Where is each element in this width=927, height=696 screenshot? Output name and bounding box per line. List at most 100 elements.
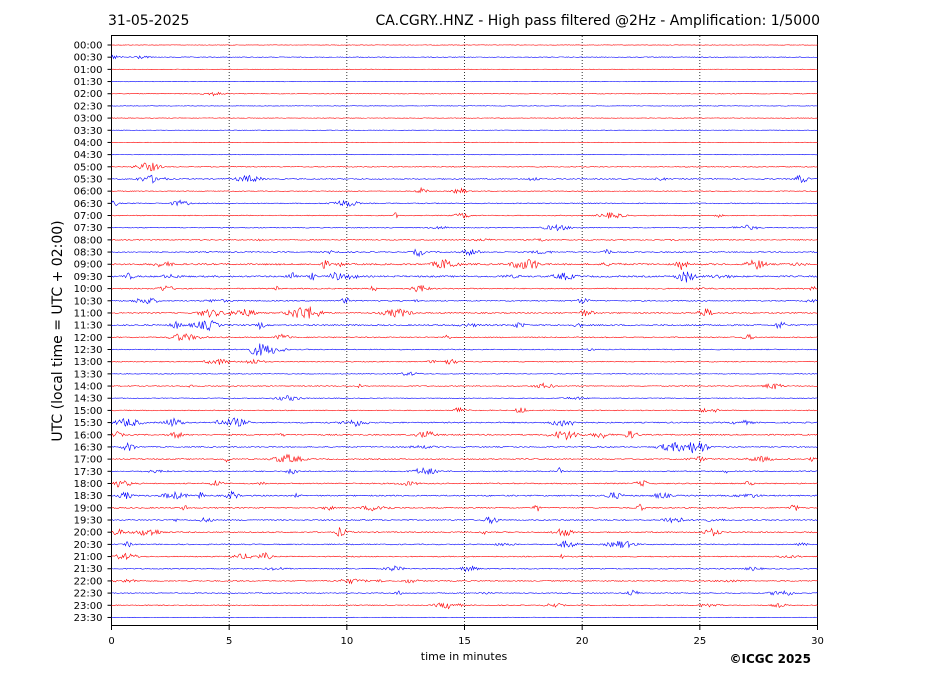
ytick-label: 22:30 (74, 589, 103, 600)
ytick-label: 18:30 (74, 491, 103, 502)
trace-0730 (111, 223, 818, 232)
ytick-label: 23:00 (74, 601, 103, 612)
xtick-label: 20 (576, 636, 589, 647)
trace-0230 (111, 105, 818, 107)
ytick-label: 09:00 (74, 260, 103, 271)
trace-1230 (111, 343, 818, 356)
ytick-label: 06:30 (74, 199, 103, 210)
ytick-label: 08:00 (74, 235, 103, 246)
xtick-label: 0 (108, 636, 114, 647)
trace-2030 (111, 540, 818, 549)
trace-2130 (111, 565, 818, 573)
ytick-label: 13:30 (74, 369, 103, 380)
trace-0430 (111, 154, 818, 156)
trace-2200 (111, 578, 818, 585)
xtick-label: 30 (811, 636, 824, 647)
ytick-label: 09:30 (74, 272, 103, 283)
ytick-label: 05:30 (74, 174, 103, 185)
ytick-label: 17:30 (74, 467, 103, 478)
trace-0500 (111, 162, 818, 172)
trace-0200 (111, 91, 818, 97)
trace-1800 (111, 480, 818, 488)
trace-1930 (111, 516, 818, 525)
trace-0830 (111, 248, 818, 258)
ytick-label: 10:30 (74, 296, 103, 307)
trace-1300 (111, 358, 818, 365)
trace-0100 (111, 68, 818, 70)
ytick-label: 22:00 (74, 576, 103, 587)
ytick-label: 15:30 (74, 418, 103, 429)
xtick-label: 10 (340, 636, 353, 647)
trace-1630 (111, 441, 818, 454)
trace-1900 (111, 503, 818, 512)
ytick-label: 04:00 (74, 138, 103, 149)
trace-0330 (111, 129, 818, 131)
trace-1830 (111, 490, 818, 500)
trace-0800 (111, 237, 818, 242)
ytick-label: 03:30 (74, 126, 103, 137)
ytick-label: 13:00 (74, 357, 103, 368)
trace-1000 (111, 284, 818, 293)
y-axis-label: UTC (local time = UTC + 02:00) (50, 220, 66, 441)
ytick-label: 19:00 (74, 503, 103, 514)
trace-2000 (111, 527, 818, 537)
ytick-label: 21:00 (74, 552, 103, 563)
trace-1200 (111, 333, 818, 341)
trace-2100 (111, 552, 818, 561)
trace-0400 (111, 141, 818, 144)
ytick-label: 01:30 (74, 77, 103, 88)
ytick-label: 15:00 (74, 406, 103, 417)
ytick-label: 16:30 (74, 442, 103, 453)
trace-1600 (111, 430, 818, 441)
ytick-label: 21:30 (74, 564, 103, 575)
trace-2330 (111, 616, 818, 619)
trace-2300 (111, 602, 818, 610)
ytick-label: 00:00 (74, 41, 103, 52)
ytick-label: 14:00 (74, 382, 103, 393)
ytick-label: 08:30 (74, 248, 103, 259)
copyright: ©ICGC 2025 (729, 652, 811, 666)
vertical-gridlines (228, 36, 701, 625)
trace-0030 (111, 54, 818, 60)
trace-1530 (111, 417, 818, 428)
ytick-label: 12:30 (74, 345, 103, 356)
x-axis-ticks: 0 5 10 15 20 25 30 (108, 625, 824, 647)
ytick-label: 11:00 (74, 308, 103, 319)
trace-1730 (111, 466, 818, 475)
xtick-label: 5 (226, 636, 232, 647)
ytick-label: 01:00 (74, 65, 103, 76)
ytick-label: 14:30 (74, 394, 103, 405)
trace-0900 (111, 258, 818, 271)
ytick-label: 00:30 (74, 53, 103, 64)
trace-0300 (111, 117, 818, 119)
trace-0000 (111, 44, 818, 46)
ytick-label: 03:00 (74, 114, 103, 125)
trace-0630 (111, 199, 818, 207)
seismic-traces (111, 44, 818, 619)
trace-0530 (111, 174, 818, 184)
trace-1700 (111, 453, 818, 463)
ytick-label: 05:00 (74, 162, 103, 173)
ytick-label: 02:30 (74, 101, 103, 112)
ytick-label: 07:00 (74, 211, 103, 222)
ytick-label: 20:00 (74, 528, 103, 539)
trace-0930 (111, 271, 818, 283)
x-axis-label: time in minutes (421, 650, 508, 663)
ytick-label: 11:30 (74, 321, 103, 332)
ytick-label: 07:30 (74, 223, 103, 234)
trace-1130 (111, 320, 818, 332)
ytick-label: 18:00 (74, 479, 103, 490)
xtick-label: 25 (693, 636, 706, 647)
chart-date: 31-05-2025 (108, 13, 189, 29)
trace-0130 (111, 80, 818, 83)
ytick-label: 10:00 (74, 284, 103, 295)
trace-1400 (111, 382, 818, 390)
trace-1430 (111, 395, 818, 401)
ytick-label: 19:30 (74, 516, 103, 527)
chart-title: CA.CGRY..HNZ - High pass filtered @2Hz -… (376, 13, 820, 29)
trace-1330 (111, 371, 818, 376)
ytick-label: 23:30 (74, 613, 103, 624)
ytick-label: 20:30 (74, 540, 103, 551)
